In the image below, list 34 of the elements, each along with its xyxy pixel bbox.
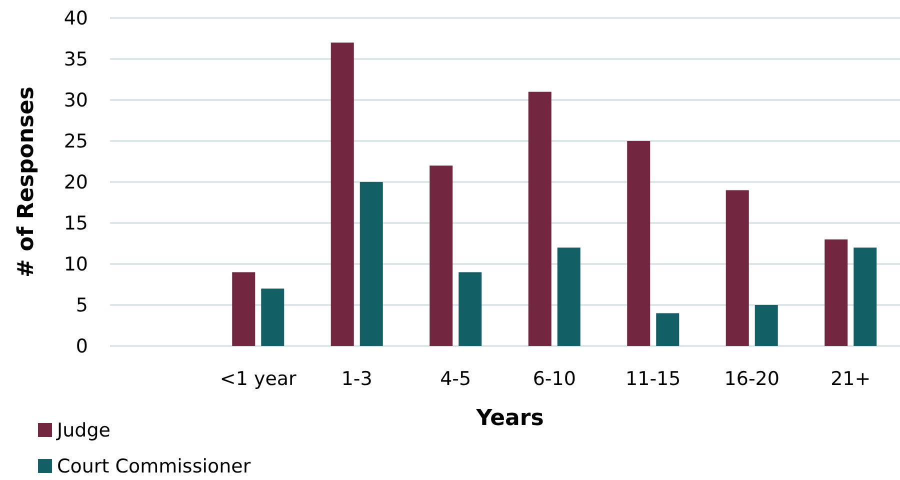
bar (430, 166, 453, 346)
bar (656, 313, 680, 346)
bar (627, 141, 650, 346)
y-tick-label: 20 (64, 172, 88, 194)
x-tick-label: 1-3 (341, 368, 372, 390)
y-tick-label: 5 (76, 294, 88, 317)
x-tick-label: 6-10 (532, 368, 576, 390)
x-tick-label: <1 year (220, 368, 297, 390)
legend-label: Court Commissioner (57, 456, 251, 478)
bar (528, 92, 552, 346)
y-tick-label: 35 (64, 48, 88, 71)
bar (458, 272, 482, 346)
y-tick-label: 15 (64, 212, 88, 235)
x-tick-label: 16-20 (724, 368, 780, 390)
bar (557, 248, 580, 346)
bar (261, 288, 284, 346)
y-axis-title: # of Responses (14, 86, 39, 278)
legend-label: Judge (56, 420, 110, 442)
y-tick-label: 25 (64, 130, 88, 153)
bar (330, 42, 354, 346)
x-tick-label: 11-15 (626, 368, 681, 390)
x-axis-title: Years (475, 406, 544, 431)
bar (854, 248, 877, 346)
bar (726, 190, 749, 346)
y-tick-label: 0 (76, 336, 88, 358)
y-tick-label: 30 (64, 90, 88, 112)
bar (824, 239, 848, 346)
bar (754, 305, 778, 346)
y-tick-label: 40 (64, 8, 88, 30)
y-tick-label: 10 (64, 254, 88, 276)
bar (232, 272, 256, 346)
x-tick-label: 21+ (830, 368, 871, 390)
bar (360, 182, 383, 346)
x-tick-label: 4-5 (440, 368, 472, 390)
